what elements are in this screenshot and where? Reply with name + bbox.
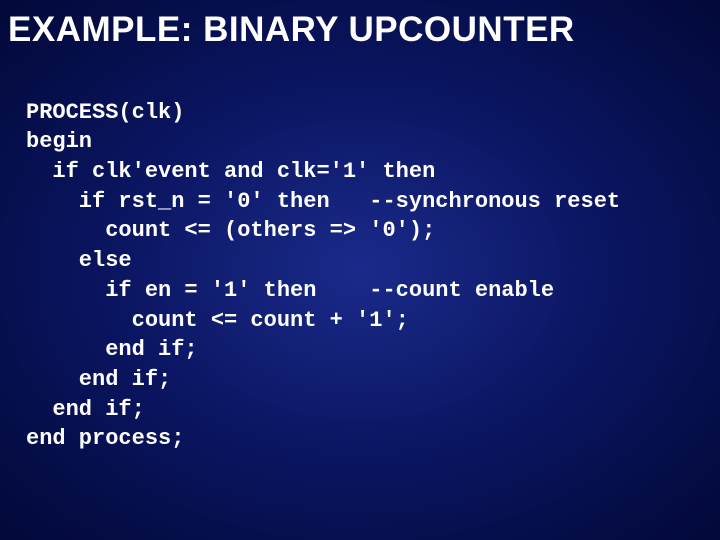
code-line: end process;: [26, 426, 184, 451]
code-line: if en = '1' then --count enable: [26, 278, 554, 303]
code-block: PROCESS(clk) begin if clk'event and clk=…: [8, 68, 712, 454]
code-line: else: [26, 248, 132, 273]
code-line: count <= count + '1';: [26, 308, 409, 333]
code-line: end if;: [26, 337, 198, 362]
code-line: begin: [26, 129, 92, 154]
slide-title: EXAMPLE: BINARY UPCOUNTER: [8, 10, 712, 50]
code-line: count <= (others => '0');: [26, 218, 435, 243]
code-line: end if;: [26, 397, 145, 422]
code-line: if rst_n = '0' then --synchronous reset: [26, 189, 620, 214]
code-line: PROCESS(clk): [26, 100, 184, 125]
code-line: end if;: [26, 367, 171, 392]
code-line: if clk'event and clk='1' then: [26, 159, 435, 184]
